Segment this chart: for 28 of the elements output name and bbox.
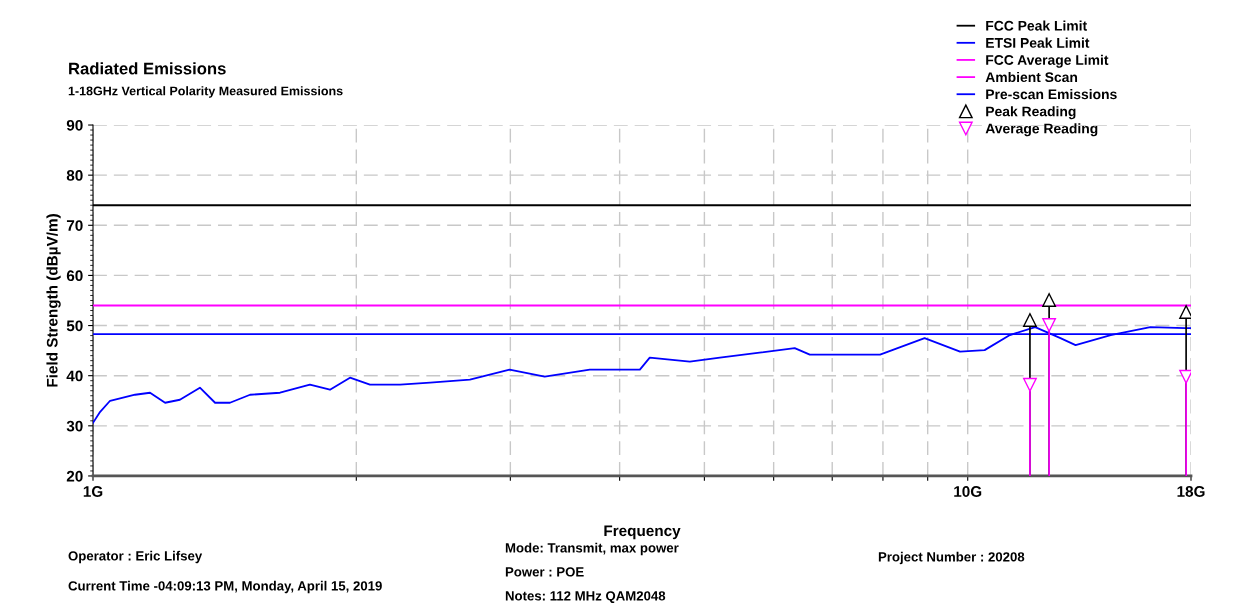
chart-title: Radiated Emissions: [69, 62, 226, 75]
text: Current Time -04:09:13 PM, Monday, April 15, 2019: [68, 580, 382, 594]
y-tick-label: 60: [66, 270, 83, 282]
legend-label: ETSI Peak Limit: [986, 37, 1090, 48]
y-tick-label: 40: [66, 370, 83, 382]
x-tick-label: 1G: [83, 486, 103, 497]
text: Power : POE: [505, 567, 584, 577]
legend-label: Average Reading: [985, 123, 1098, 137]
x-tick-label: 18G: [1177, 486, 1205, 497]
x-tick-label: 10G: [954, 486, 982, 497]
x-axis-title: Frequency: [604, 525, 681, 540]
legend-label: Ambient Scan: [985, 71, 1078, 83]
text: Notes: 112 MHz QAM2048: [505, 591, 666, 604]
y-tick-label: 30: [66, 420, 83, 432]
y-tick-label: 90: [66, 119, 83, 131]
y-tick-label: 20: [66, 470, 83, 482]
text: Operator : Eric Lifsey: [68, 550, 203, 564]
text: Project Number : 20208: [878, 551, 1025, 565]
y-tick-label: 50: [66, 320, 83, 332]
legend-label: FCC Average Limit: [986, 54, 1109, 68]
text: Mode: Transmit, max power: [505, 542, 679, 556]
legend-label: FCC Peak Limit: [986, 20, 1087, 31]
chart-subtitle: 1-18GHz Vertical Polarity Measured Emissions: [68, 86, 343, 98]
y-tick-label: 70: [66, 220, 83, 231]
y-axis-title: Field Strength (dBµV/m): [46, 214, 61, 387]
legend-label: Pre-scan Emissions: [986, 89, 1117, 100]
legend-label: Peak Reading: [986, 106, 1076, 120]
y-tick-label: 80: [66, 170, 83, 181]
